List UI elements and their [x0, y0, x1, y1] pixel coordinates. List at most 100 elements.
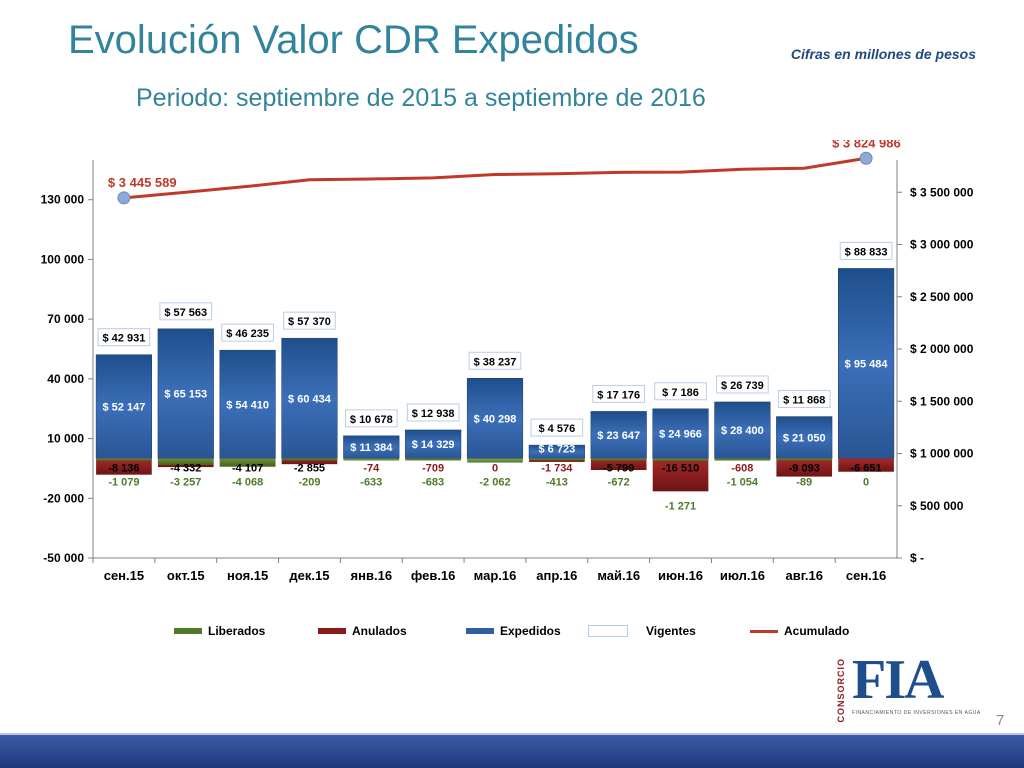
data-label-liberados: 0: [863, 476, 869, 488]
y-tick-label-left: -20 000: [43, 491, 84, 505]
page-number: 7: [996, 712, 1005, 729]
data-label-anulados: -709: [422, 462, 444, 474]
bar-anulados: [96, 458, 152, 475]
footer-divider: [0, 733, 1024, 735]
vigentes-box: [839, 241, 893, 260]
data-label-anulados: -5 799: [603, 462, 634, 474]
x-tick-label: ноя.15: [227, 568, 268, 583]
logo-side-text: CONSORCIO: [836, 658, 846, 723]
data-label-vigentes: $ 57 370: [288, 316, 331, 328]
data-label-vigentes: $ 38 237: [474, 356, 517, 368]
bar-expedidos: [652, 408, 709, 459]
data-label-anulados: -2 855: [294, 462, 325, 474]
x-tick-label: фев.16: [411, 568, 456, 583]
legend-label-liberados: Liberados: [208, 624, 266, 638]
bar-anulados: [838, 458, 894, 472]
y-tick-label-left: 10 000: [47, 432, 84, 446]
data-label-anulados: -8 136: [108, 462, 139, 474]
data-label-liberados: -209: [298, 476, 320, 488]
vigentes-box: [777, 390, 831, 409]
data-label-vigentes: $ 42 931: [103, 333, 146, 345]
page-subtitle: Periodo: septiembre de 2015 a septiembre…: [136, 84, 706, 112]
vigentes-box: [406, 403, 460, 422]
x-tick-label: окт.15: [167, 568, 205, 583]
bar-liberados: [714, 458, 771, 461]
data-label-vigentes: $ 88 833: [845, 246, 888, 258]
x-tick-label: янв.16: [351, 568, 393, 583]
data-label-vigentes: $ 4 576: [538, 423, 575, 435]
data-label-vigentes: $ 11 868: [783, 395, 825, 407]
data-label-acumulado: $ 3 824 986: [832, 140, 901, 150]
bar-expedidos: [837, 268, 895, 459]
data-label-anulados: -74: [363, 462, 380, 474]
bar-expedidos: [590, 411, 647, 459]
data-label-expedidos: $ 14 329: [412, 439, 455, 451]
data-label-anulados: -9 093: [789, 462, 820, 474]
y-tick-label-right: $ 500 000: [910, 499, 964, 513]
data-label-vigentes: $ 26 739: [721, 380, 764, 392]
bar-anulados: [652, 458, 709, 492]
x-tick-label: июл.16: [720, 568, 765, 583]
bar-anulados: [776, 458, 833, 477]
logo-tagline: FINANCIAMIENTO DE INVERSIONES EN AGUA: [852, 710, 981, 716]
y-tick-label-right: $ -: [910, 551, 924, 565]
data-label-expedidos: $ 60 434: [288, 393, 332, 405]
legend-item-vigentes: Vigentes: [588, 624, 696, 638]
legend-label-acumulado: Acumulado: [784, 624, 850, 638]
data-label-liberados: -633: [360, 476, 382, 488]
legend-item-liberados: Liberados: [174, 624, 265, 638]
cdr-combo-chart: -50 000 -20 000 10 000 40 000 70 000 100 000 1…: [41, 140, 974, 583]
data-label-anulados: -6 651: [850, 462, 881, 474]
data-label-expedidos: $ 23 647: [597, 430, 640, 442]
bar-liberados: [157, 458, 214, 465]
data-label-anulados: -16 510: [662, 462, 699, 474]
y-tick-label-right: $ 1 000 000: [910, 447, 974, 461]
y-tick-label-left: -50 000: [43, 551, 84, 565]
page-title: Evolución Valor CDR Expedidos: [68, 18, 639, 62]
data-label-vigentes: $ 7 186: [662, 387, 699, 399]
bar-liberados: [281, 458, 338, 461]
data-label-anulados: -4 332: [170, 462, 201, 474]
y-tick-label-right: $ 3 000 000: [910, 238, 974, 252]
legend-swatch-anulados: [318, 628, 346, 634]
data-label-expedidos: $ 11 384: [350, 442, 393, 454]
vigentes-box: [221, 323, 274, 342]
data-label-anulados: -4 107: [232, 462, 263, 474]
x-tick-label: мар.16: [474, 568, 517, 583]
bar-expedidos: [281, 337, 338, 459]
data-label-expedidos: $ 54 410: [226, 399, 269, 411]
data-label-vigentes: $ 10 678: [350, 414, 393, 426]
legend-item-expedidos: Expedidos: [466, 624, 561, 638]
units-note: Cifras en millones de pesos: [790, 46, 976, 62]
x-tick-label: сен.15: [104, 568, 144, 583]
bar-liberados: [652, 458, 709, 462]
legend-swatch-expedidos: [466, 628, 494, 634]
x-tick-label: май.16: [597, 568, 640, 583]
legend-swatch-acumulado: [750, 629, 778, 633]
bar-liberados: [467, 458, 523, 463]
vigentes-box: [530, 418, 584, 437]
x-tick-label: июн.16: [658, 568, 703, 583]
data-label-liberados: -3 257: [170, 476, 201, 488]
data-label-expedidos: $ 28 400: [721, 425, 764, 437]
data-label-liberados: -672: [608, 476, 630, 488]
bar-expedidos: [157, 328, 214, 459]
vigentes-box: [283, 311, 336, 330]
footer-bar: [0, 735, 1024, 768]
legend-label-vigentes: Vigentes: [646, 624, 696, 638]
x-tick-label: дек.15: [289, 568, 329, 583]
data-label-vigentes: $ 17 176: [597, 389, 640, 401]
bar-liberados: [776, 458, 833, 461]
bar-expedidos: [528, 444, 585, 459]
bar-liberados: [219, 458, 276, 467]
data-label-liberados: -1 054: [727, 476, 759, 488]
data-label-vigentes: $ 46 235: [226, 328, 269, 340]
data-label-expedidos: $ 24 966: [659, 429, 702, 441]
vigentes-box: [159, 302, 213, 321]
y-tick-label-left: 40 000: [47, 372, 84, 386]
bar-liberados: [529, 458, 585, 461]
bar-expedidos: [95, 354, 153, 459]
logo-main-text: FIA: [852, 649, 944, 711]
data-label-liberados: -413: [546, 476, 568, 488]
data-label-anulados: 0: [492, 462, 498, 474]
